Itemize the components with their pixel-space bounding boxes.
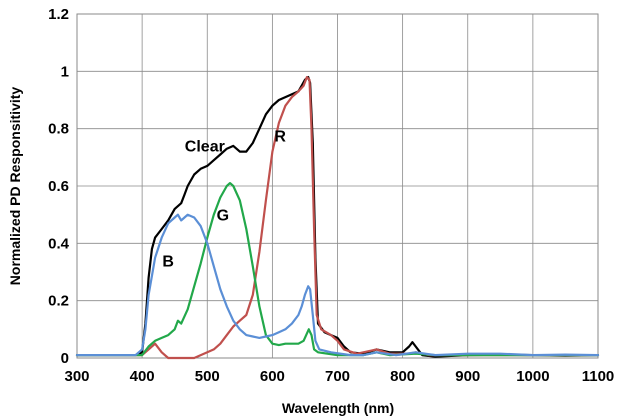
y-tick-label: 0: [61, 350, 69, 367]
annotation-clear: Clear: [185, 139, 225, 156]
annotations: Clear R G B: [162, 129, 286, 271]
y-tick-label: 1.2: [48, 6, 69, 23]
y-tick-label: 0.4: [48, 235, 70, 252]
x-tick-label: 300: [64, 368, 89, 385]
x-tick-label: 1000: [516, 368, 549, 385]
x-tick-label: 800: [390, 368, 415, 385]
series-line-clear: [75, 76, 600, 358]
grid: [76, 13, 599, 359]
x-axis-title: Wavelength (nm): [282, 400, 394, 416]
x-tick-label: 400: [130, 368, 155, 385]
y-tick-label: 0.8: [48, 121, 69, 138]
y-tick-label: 0.2: [48, 293, 69, 310]
annotation-g: G: [217, 207, 229, 224]
series-line-b: [75, 213, 600, 357]
x-tick-label: 700: [325, 368, 350, 385]
x-tick-label: 600: [260, 368, 285, 385]
y-tick-label: 1: [61, 63, 69, 80]
y-axis-title: Normalized PD Responsitivity: [7, 87, 23, 286]
x-tick-label: 1100: [582, 368, 615, 385]
annotation-r: R: [274, 129, 286, 146]
x-tick-label: 900: [455, 368, 480, 385]
x-tick-label: 500: [195, 368, 220, 385]
annotation-b: B: [162, 253, 174, 270]
y-tick-label: 0.6: [48, 178, 69, 195]
series-line-r: [75, 76, 600, 360]
tick-labels: 300 400 500 600 700 800 900 1000 1100 0 0.2 0.4 0.6 0…: [48, 6, 614, 385]
series-lines: [75, 76, 600, 360]
